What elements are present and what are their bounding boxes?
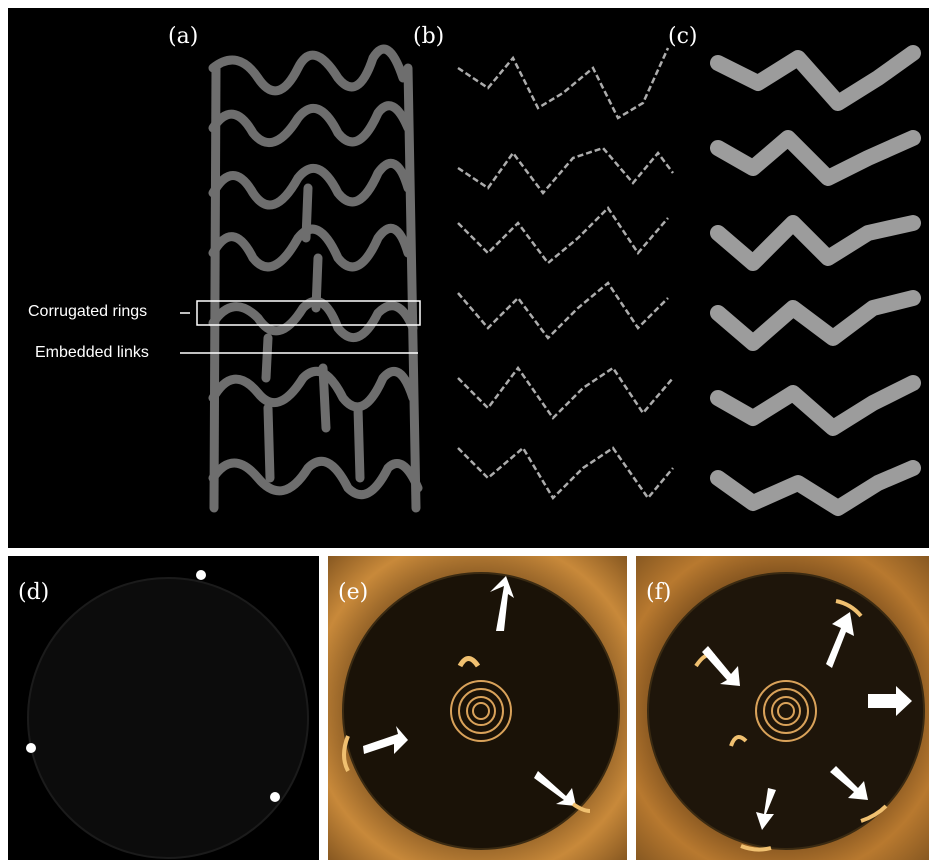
annotation-embedded-links: Embedded links	[35, 344, 149, 361]
panel-d-cross-section: (d)	[8, 556, 319, 860]
panel-label-e: (e)	[338, 580, 369, 605]
stent-3d-model	[180, 44, 921, 516]
panel-label-d: (d)	[18, 580, 50, 605]
panel-f-oct: (f)	[636, 556, 929, 860]
oct-image	[636, 556, 929, 860]
panel-label-f: (f)	[646, 580, 672, 605]
stent-reconstruction-figure: (a) (b) (c) Corrugated rings Embedded li…	[8, 8, 929, 548]
panel-label-a: (a)	[168, 24, 199, 49]
panel-e-oct: (e)	[328, 556, 627, 860]
cross-section-image	[26, 570, 309, 859]
panel-label-c: (c)	[668, 24, 698, 49]
panel-label-b: (b)	[413, 24, 445, 49]
oct-image	[328, 556, 627, 860]
annotation-corrugated-rings: Corrugated rings	[28, 303, 148, 320]
